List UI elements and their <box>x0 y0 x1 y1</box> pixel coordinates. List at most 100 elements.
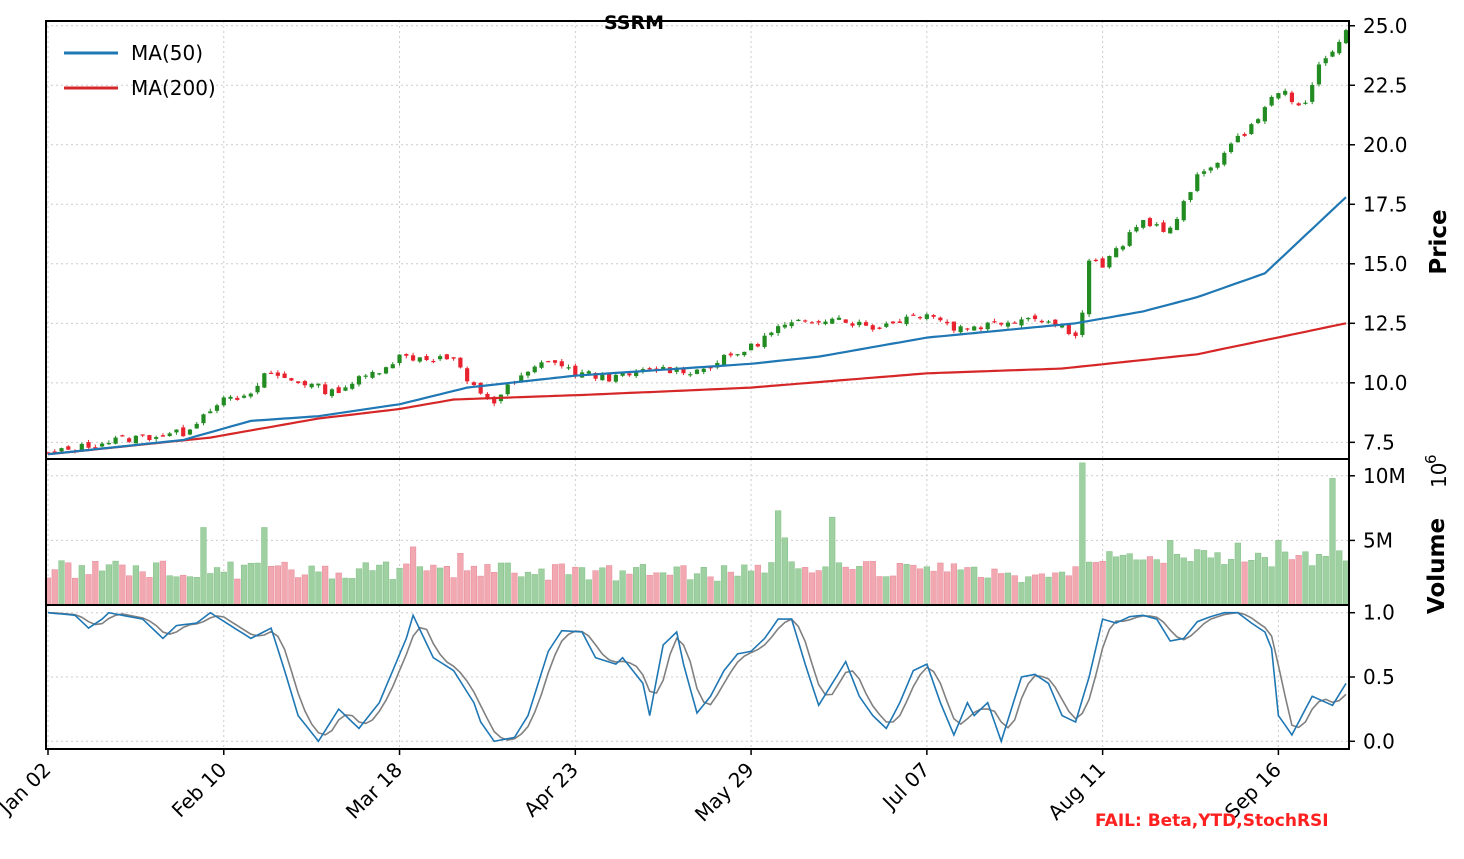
candle-body <box>938 317 943 321</box>
candle-body <box>228 396 233 399</box>
volume-bar <box>653 572 660 606</box>
candle-body <box>911 314 916 316</box>
volume-bar <box>957 569 964 606</box>
volume-bar <box>180 574 187 606</box>
candle-body <box>1012 322 1017 324</box>
candle-body <box>350 383 355 389</box>
candle-body <box>221 397 226 406</box>
volume-bar <box>687 579 694 606</box>
volume-bar <box>423 570 430 606</box>
volume-bar <box>65 562 72 606</box>
volume-bar <box>315 571 322 606</box>
volume-bar <box>342 577 349 606</box>
volume-multiplier: 10 6 <box>1422 454 1451 488</box>
indicator-lines <box>47 196 1347 744</box>
candle-body <box>451 357 456 359</box>
candle-body <box>316 383 321 386</box>
candle-body <box>1242 133 1247 136</box>
volume-bar <box>626 573 633 606</box>
volume-bar <box>126 575 133 606</box>
candle-body <box>1262 107 1267 122</box>
candle-body <box>519 375 524 382</box>
candle-body <box>728 353 733 356</box>
volume-bar <box>545 579 552 606</box>
candle-body <box>268 372 274 374</box>
candle-body <box>309 383 314 388</box>
candle-body <box>336 387 341 393</box>
volume-bar <box>660 572 667 606</box>
candle-body <box>803 320 808 322</box>
candle-body <box>1100 258 1105 268</box>
candle-body <box>1323 58 1328 64</box>
volume-bar <box>795 568 802 606</box>
volume-bar <box>896 563 903 606</box>
candle-body <box>377 373 382 375</box>
volume-axis-label: Volume <box>1424 518 1450 614</box>
volume-bar <box>1025 576 1032 606</box>
volume-bar <box>585 579 592 606</box>
volume-bar <box>355 568 363 606</box>
candle-body <box>329 389 335 396</box>
candle-body <box>140 434 145 436</box>
candle-body <box>762 335 767 348</box>
candle-body <box>1343 30 1349 44</box>
candle-body <box>1296 103 1301 106</box>
volume-bar <box>869 561 876 606</box>
volume-bar <box>518 576 525 606</box>
candle-body <box>1337 41 1342 54</box>
volume-bar <box>666 574 674 606</box>
price-axis-tick-label: 15.0 <box>1363 252 1408 276</box>
volume-bar <box>389 579 396 606</box>
candle-body <box>661 366 666 370</box>
volume-bar <box>1058 571 1066 606</box>
candle-body <box>546 361 551 363</box>
volume-bar <box>92 561 99 606</box>
candle-body <box>559 361 564 367</box>
volume-bar <box>437 567 444 606</box>
volume-bar <box>1099 561 1106 606</box>
candle-body <box>586 371 591 374</box>
x-axis-tick-label: Feb 10 <box>167 758 232 823</box>
candle-body <box>863 322 869 326</box>
candle-body <box>627 373 632 376</box>
volume-bar <box>673 566 680 606</box>
candle-body <box>275 372 280 376</box>
volume-bar <box>964 567 971 606</box>
candle-body <box>383 367 389 374</box>
candle-body <box>681 367 686 374</box>
candle-body <box>1073 332 1078 337</box>
volume-bar <box>119 564 126 606</box>
volume-bar <box>944 571 951 606</box>
volume-bar <box>910 564 917 606</box>
volume-bar <box>193 576 200 606</box>
volume-bar <box>1268 566 1275 606</box>
candle-body <box>1283 90 1288 95</box>
volume-bar <box>1234 542 1241 606</box>
candle-body <box>343 387 348 391</box>
volume-bar <box>58 560 65 606</box>
candle-body <box>1127 232 1132 246</box>
candle-body <box>1026 317 1031 320</box>
volume-bar <box>775 510 782 606</box>
candle-body <box>1147 218 1153 227</box>
volume-bar <box>950 563 957 606</box>
volume-bar <box>930 570 937 606</box>
candle-body <box>1019 319 1024 326</box>
candle-body <box>262 373 267 388</box>
candle-body <box>296 381 301 383</box>
candle-body <box>1215 162 1220 168</box>
volume-bar <box>538 568 545 606</box>
volume-bar <box>781 537 788 606</box>
candle-body <box>248 393 253 397</box>
volume-bar <box>1031 574 1039 606</box>
candle-body <box>958 326 963 333</box>
volume-bar <box>612 580 619 606</box>
ma50-line <box>47 196 1347 456</box>
volume-bar <box>220 571 227 606</box>
volume-bar <box>227 561 234 606</box>
candle-body <box>951 321 956 331</box>
volume-bar <box>1072 566 1079 606</box>
candle-body <box>492 396 497 404</box>
candle-body <box>99 443 105 447</box>
